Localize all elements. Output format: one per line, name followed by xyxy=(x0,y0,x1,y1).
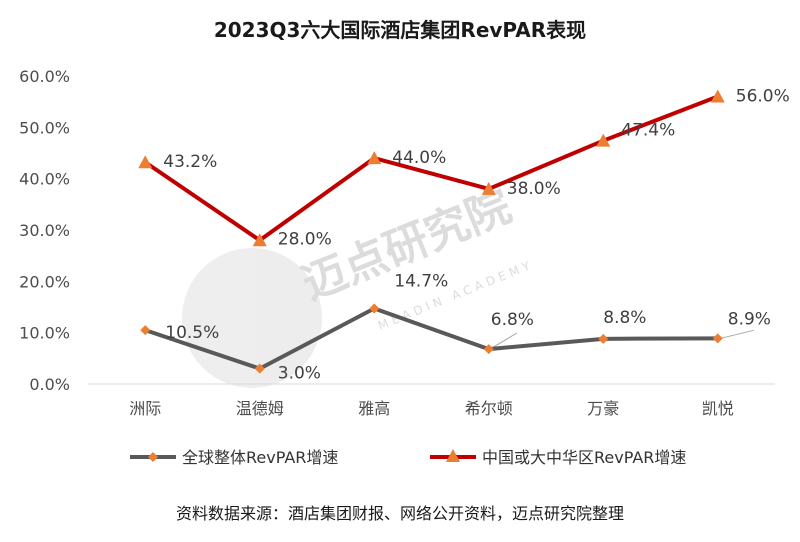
y-tick-label: 60.0% xyxy=(19,67,70,86)
data-label: 56.0% xyxy=(736,87,790,107)
series-group xyxy=(138,89,725,374)
data-point-marker xyxy=(710,89,725,103)
legend-label: 中国或大中华区RevPAR增速 xyxy=(482,448,686,467)
y-tick-label: 30.0% xyxy=(19,221,70,240)
leader-lines xyxy=(491,329,754,349)
china-revpar-line xyxy=(144,94,719,243)
y-axis: 0.0% 10.0% 20.0% 30.0% 40.0% 50.0% 60.0% xyxy=(19,67,70,394)
data-label: 38.0% xyxy=(507,179,561,199)
data-label: 3.0% xyxy=(278,364,321,384)
data-label: 8.9% xyxy=(728,309,771,329)
data-point-marker xyxy=(598,333,609,344)
x-tick-label: 洲际 xyxy=(129,399,161,418)
x-axis: 洲际 温德姆 雅高 希尔顿 万豪 凯悦 xyxy=(88,383,775,418)
data-labels: 10.5% 3.0% 14.7% 6.8% 8.8% 8.9% 43.2% 28.0% 44.0… xyxy=(163,87,790,384)
data-label: 6.8% xyxy=(491,310,534,330)
data-point-marker xyxy=(367,151,382,165)
data-label: 43.2% xyxy=(163,152,217,172)
y-tick-label: 20.0% xyxy=(19,272,70,291)
y-tick-label: 40.0% xyxy=(19,170,70,189)
data-point-marker xyxy=(596,133,611,147)
legend-marker xyxy=(148,452,158,462)
data-label: 8.8% xyxy=(603,308,646,328)
data-label: 44.0% xyxy=(392,148,446,168)
global-revpar-line xyxy=(144,306,718,371)
chart-title: 2023Q3六大国际酒店集团RevPAR表现 xyxy=(213,18,587,42)
data-point-marker xyxy=(140,325,151,336)
x-tick-label: 雅高 xyxy=(358,399,390,418)
data-point-marker xyxy=(712,333,723,344)
x-tick-label: 希尔顿 xyxy=(465,399,513,418)
data-point-marker xyxy=(252,233,267,247)
x-tick-label: 万豪 xyxy=(587,399,619,418)
data-point-marker xyxy=(481,181,496,195)
legend-marker xyxy=(446,449,460,462)
data-label: 14.7% xyxy=(394,272,448,292)
data-label: 10.5% xyxy=(165,323,219,343)
x-tick-label: 凯悦 xyxy=(702,399,734,418)
y-tick-label: 50.0% xyxy=(19,118,70,137)
leader-line xyxy=(720,329,754,339)
source-note: 资料数据来源：酒店集团财报、网络公开资料，迈点研究院整理 xyxy=(175,504,624,523)
legend-label: 全球整体RevPAR增速 xyxy=(182,448,338,467)
data-label: 28.0% xyxy=(278,229,332,249)
watermark: 迈点研究院 MEADIN ACADEMY xyxy=(182,180,536,388)
leader-line xyxy=(491,332,518,349)
y-tick-label: 0.0% xyxy=(29,375,70,394)
data-point-marker xyxy=(138,155,153,169)
x-tick-label: 温德姆 xyxy=(236,399,284,418)
y-tick-label: 10.0% xyxy=(19,324,70,343)
data-label: 47.4% xyxy=(621,121,675,141)
data-point-marker xyxy=(483,344,494,355)
legend: 全球整体RevPAR增速 中国或大中华区RevPAR增速 xyxy=(130,448,686,467)
data-point-marker xyxy=(254,363,265,374)
data-point-marker xyxy=(369,303,380,314)
